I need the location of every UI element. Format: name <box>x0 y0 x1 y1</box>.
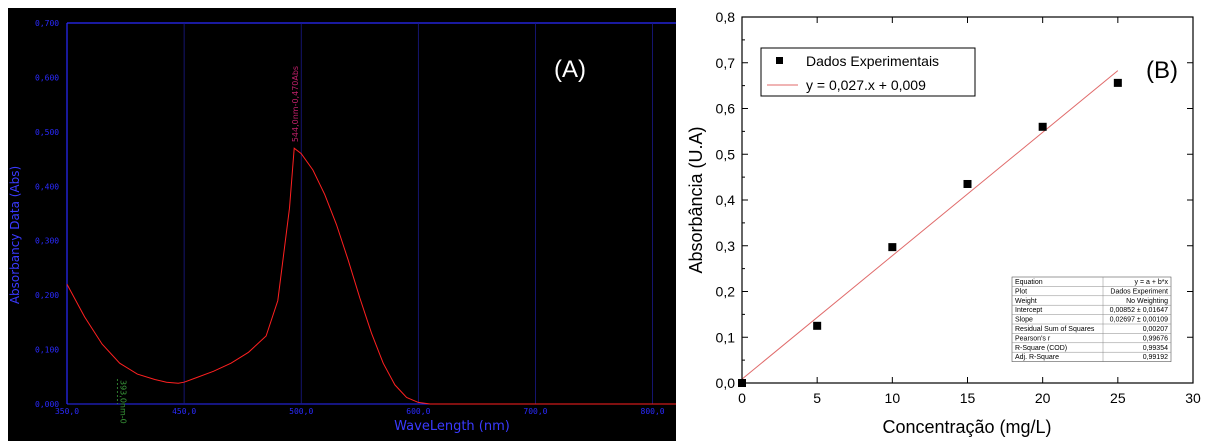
chart-b-y-tick-label: 0,7 <box>716 55 736 71</box>
stats-table-value: 0,99676 <box>1143 335 1168 342</box>
chart-b-data-point <box>1113 78 1122 87</box>
stats-table-value: Dados Experiment <box>1110 288 1168 295</box>
chart-b-plot-frame <box>741 16 1194 384</box>
stats-table-key: Slope <box>1015 317 1033 324</box>
chart-b-y-tick-label: 0,5 <box>716 146 736 162</box>
chart-a-x-tick-label: 500,0 <box>289 407 313 416</box>
chart-a-x-tick-label: 450,0 <box>172 407 196 416</box>
chart-a-y-tick-label: 0,500 <box>35 128 59 137</box>
chart-b-x-tick-label: 10 <box>885 390 901 406</box>
chart-b-ylabel: Absorbância (U.A) <box>686 126 706 273</box>
chart-b-panel-label: (B) <box>1146 57 1178 84</box>
chart-a-y-tick-label: 0,200 <box>35 291 59 300</box>
stats-table-key: Plot <box>1015 288 1027 295</box>
stats-table-key: Weight <box>1015 298 1037 305</box>
chart-b-xlabel: Concentração (mg/L) <box>882 417 1051 437</box>
chart-a-min-label: 393,0nm-0 <box>118 380 127 424</box>
chart-a-x-tick-label: 800,0 <box>641 407 665 416</box>
chart-b-y-tick-label: 0,3 <box>716 238 736 254</box>
chart-b-x-tick-label: 5 <box>813 390 821 406</box>
chart-a-y-tick-label: 0,600 <box>35 73 59 82</box>
chart-a-y-tick-label: 0,400 <box>35 182 59 191</box>
chart-b-x-tick-label: 0 <box>738 390 746 406</box>
chart-a-x-tick-label: 700,0 <box>523 407 547 416</box>
chart-b-legend: Dados Experimentais y = 0,027.x + 0,009 <box>760 47 976 97</box>
chart-a-x-tick-label: 600,0 <box>406 407 430 416</box>
chart-b: 0,00,10,20,30,40,50,60,70,80 5 10 15 20 25 30 … <box>686 9 1201 437</box>
chart-b-data-point <box>888 243 897 252</box>
stats-table-value: 0,02697 ± 0,00109 <box>1110 317 1168 324</box>
chart-a-y-tick-label: 0,700 <box>35 19 59 28</box>
stats-table-value: 0,99354 <box>1143 345 1168 352</box>
chart-a-x-tick-label: 350,0 <box>55 407 79 416</box>
chart-b-x-tick-label: 15 <box>960 390 976 406</box>
stats-table: Equation y = a + b*x Plot Dados Experiment W… <box>1011 276 1172 362</box>
chart-b-data-point <box>963 179 972 188</box>
chart-b-x-tick-label: 20 <box>1035 390 1051 406</box>
chart-b-x-tick-label: 30 <box>1185 390 1201 406</box>
chart-a-y-tick-label: 0,300 <box>35 237 59 246</box>
chart-b-data-point <box>1038 122 1047 131</box>
chart-a-peak-label: 544,0nm-0,470Abs <box>291 66 300 142</box>
stats-table-value: No Weighting <box>1126 298 1168 305</box>
chart-a: 0,000 0,100 0,200 0,300 0,400 0,500 0,600 0,700… <box>8 8 676 441</box>
chart-a-y-tick-label: 0,100 <box>35 346 59 355</box>
chart-a-y-tick-label: 0,000 <box>35 400 59 409</box>
stats-table-value: 0,00852 ± 0,01647 <box>1110 307 1168 314</box>
chart-a-xlabel: WaveLength (nm) <box>394 419 510 434</box>
legend-box <box>760 47 976 97</box>
stats-table-value: 0,00207 <box>1143 326 1168 333</box>
chart-a-ylabel: Absorbancy Data (Abs) <box>8 166 22 304</box>
legend-label-fit: y = 0,027.x + 0,009 <box>806 77 926 93</box>
stats-table-value: y = a + b*x <box>1135 279 1169 286</box>
chart-b-data-point <box>813 321 822 330</box>
stats-table-key: Adj. R-Square <box>1015 354 1059 361</box>
stats-table-key: Pearson's r <box>1015 335 1051 342</box>
chart-b-x-tick-label: 25 <box>1110 390 1126 406</box>
chart-a-background <box>8 8 676 441</box>
chart-b-y-tick-label: 0,6 <box>716 101 736 117</box>
chart-b-y-tick-label: 0,2 <box>716 284 736 300</box>
chart-a-panel-label: (A) <box>554 56 586 83</box>
stats-table-value: 0,99192 <box>1143 354 1168 361</box>
chart-b-fit-line <box>741 70 1119 380</box>
stats-table-key: Equation <box>1015 279 1043 286</box>
chart-b-y-tick-label: 0,1 <box>716 329 736 345</box>
legend-marker-square <box>776 57 783 64</box>
legend-label-data: Dados Experimentais <box>806 53 939 69</box>
chart-b-y-tick-label: 0,8 <box>716 9 736 25</box>
chart-b-y-tick-label: 0,0 <box>716 375 736 391</box>
stats-table-key: Residual Sum of Squares <box>1015 326 1095 333</box>
stats-table-key: Intercept <box>1015 307 1042 314</box>
stats-table-frame <box>1011 276 1172 362</box>
stats-table-key: R-Square (COD) <box>1015 345 1067 352</box>
chart-a-series-line <box>66 147 676 405</box>
chart-b-y-tick-label: 0,4 <box>716 192 736 208</box>
